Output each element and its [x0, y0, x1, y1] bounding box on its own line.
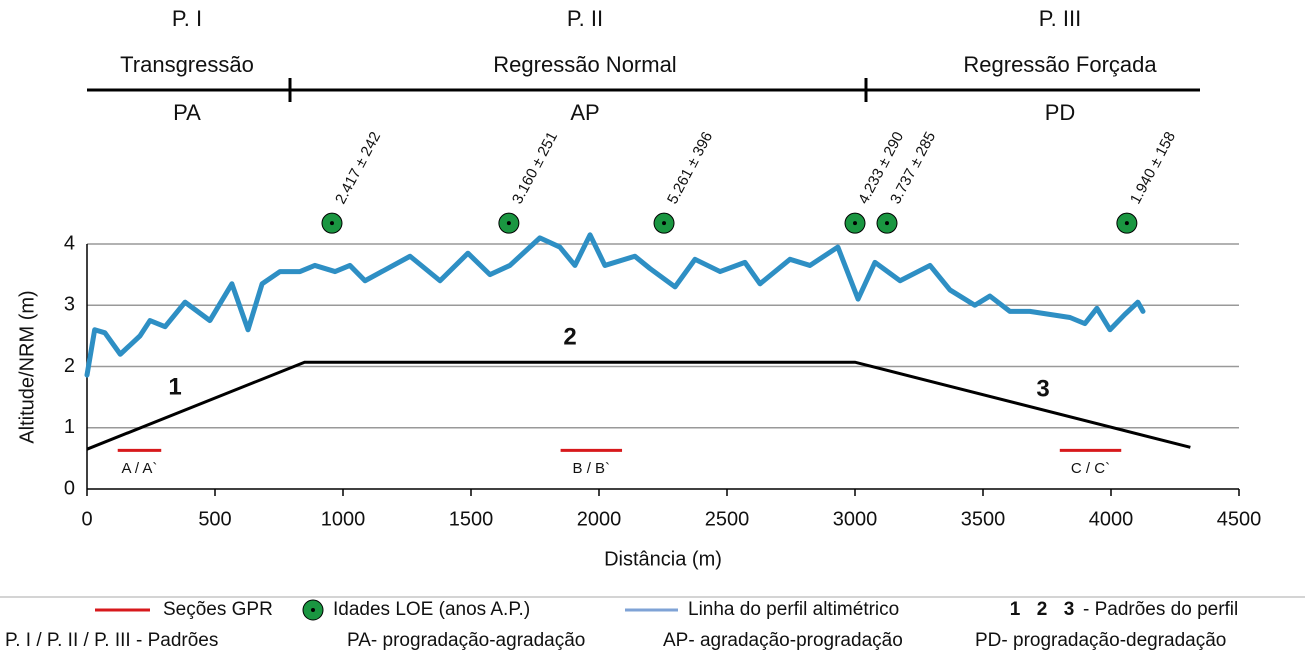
y-tick-label: 4 [64, 232, 75, 254]
gpr-label: A / A` [122, 460, 158, 477]
x-tick-label: 4000 [1089, 508, 1134, 530]
loe-label: 2.417 ± 242 [332, 129, 384, 207]
legend-note: P. I / P. II / P. III - Padrões [5, 630, 218, 651]
loe-dot [329, 221, 334, 226]
phase-label: P. II [567, 6, 603, 31]
x-tick-label: 500 [198, 508, 231, 530]
x-tick-label: 2500 [705, 508, 750, 530]
phase-code: AP [570, 100, 599, 125]
phase-code: PD [1045, 100, 1076, 125]
loe-dot [853, 221, 857, 226]
legend-pattern-number: 2 [1037, 599, 1048, 620]
loe-label: 5.261 ± 396 [664, 129, 716, 207]
legend-label: Idades LOE (anos A.P.) [333, 599, 530, 620]
x-tick-label: 1500 [449, 508, 494, 530]
x-tick-label: 3500 [961, 508, 1006, 530]
y-tick-label: 2 [64, 355, 75, 377]
y-tick-label: 0 [64, 477, 75, 499]
y-axis-title: Altitude/NRM (m) [16, 290, 38, 443]
pattern-label: 1 [168, 373, 181, 400]
loe-dot [885, 221, 889, 226]
phase-label: P. I [172, 6, 202, 31]
y-tick-label: 1 [64, 416, 75, 438]
loe-label: 1.940 ± 158 [1127, 129, 1179, 207]
legend-label: Seções GPR [163, 599, 273, 620]
x-tick-label: 4500 [1217, 508, 1262, 530]
phase-name: Transgressão [120, 52, 254, 77]
loe-dot [506, 221, 511, 226]
x-axis-title: Distância (m) [604, 548, 722, 570]
legend-pattern-number: 3 [1064, 599, 1075, 620]
legend-note: AP- agradação-progradação [663, 630, 903, 651]
legend-note: PD- progradação-degradação [975, 630, 1226, 651]
phase-name: Regressão Forçada [963, 52, 1157, 77]
phase-name: Regressão Normal [493, 52, 676, 77]
y-tick-label: 3 [64, 294, 75, 316]
legend-label: - Padrões do perfil [1083, 599, 1238, 620]
pattern-label: 2 [563, 323, 576, 350]
profile-line [84, 232, 1146, 378]
loe-dot [662, 221, 667, 226]
pattern-line [86, 360, 1191, 451]
gpr-label: B / B` [573, 460, 611, 477]
legend-pattern-number: 1 [1010, 599, 1021, 620]
legend-loe-dot [311, 608, 315, 612]
x-tick-label: 0 [81, 508, 92, 530]
loe-dot [1124, 221, 1129, 226]
x-tick-label: 2000 [577, 508, 622, 530]
loe-label: 3.160 ± 251 [509, 129, 561, 207]
phase-label: P. III [1039, 6, 1081, 31]
phase-code: PA [173, 100, 201, 125]
x-tick-label: 3000 [833, 508, 878, 530]
pattern-label: 3 [1036, 375, 1049, 402]
gpr-label: C / C` [1071, 460, 1110, 477]
x-tick-label: 1000 [321, 508, 366, 530]
legend-note: PA- progradação-agradação [347, 630, 585, 651]
legend-label: Linha do perfil altimétrico [688, 599, 899, 620]
